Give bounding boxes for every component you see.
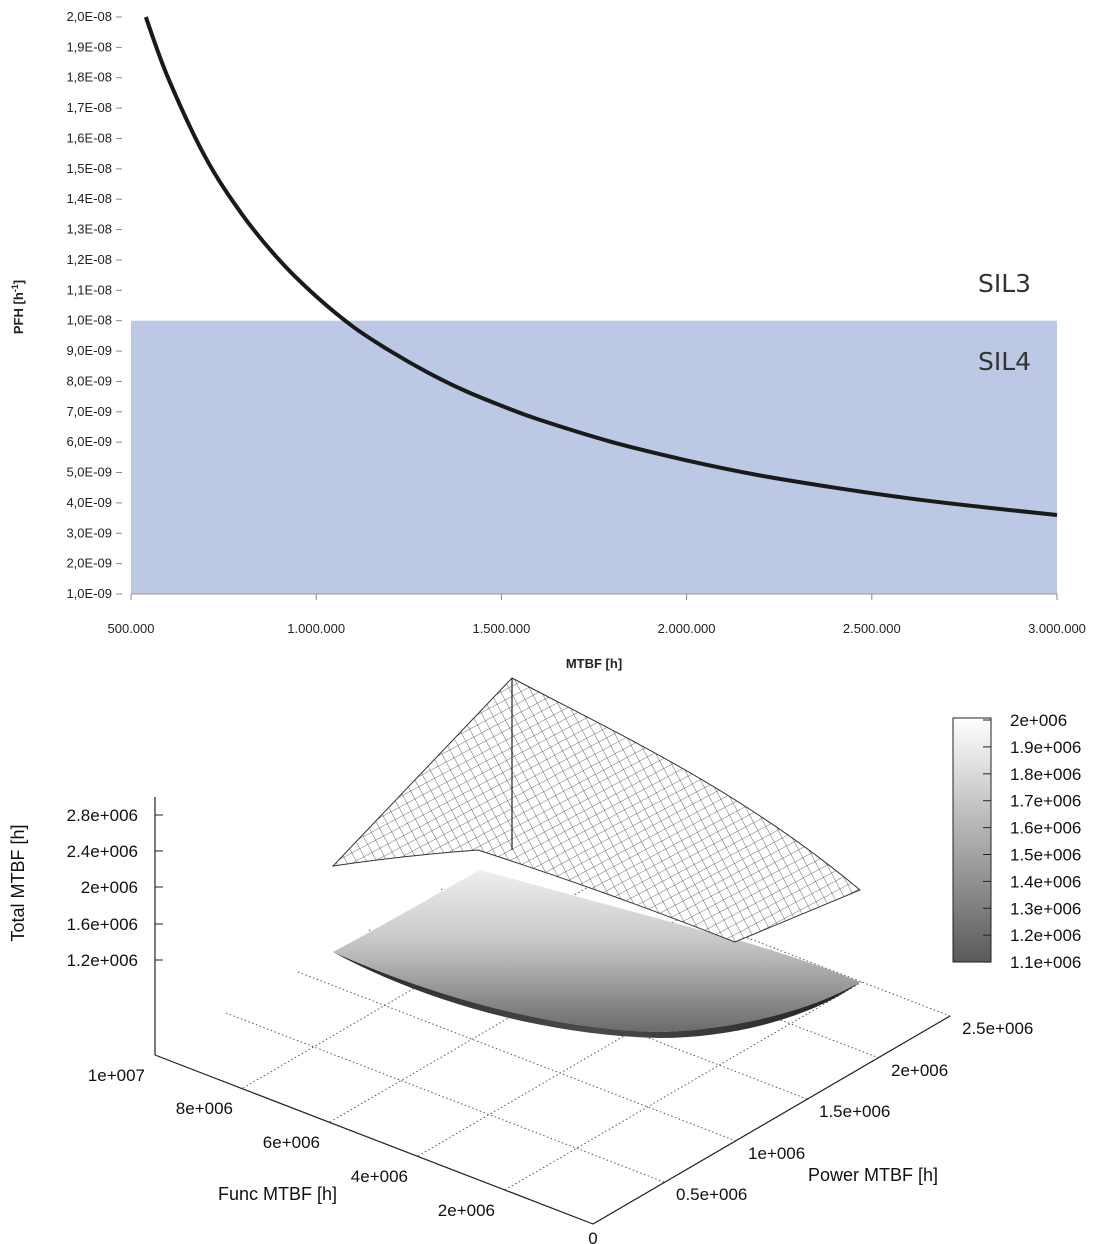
- power-axis-label: Power MTBF [h]: [808, 1165, 938, 1185]
- colorbar-tick-label: 1.7e+006: [1010, 792, 1081, 811]
- power-tick-label: 2.5e+006: [962, 1019, 1033, 1038]
- z-tick-label: 2e+006: [81, 878, 138, 897]
- z-axis-label: Total MTBF [h]: [8, 824, 28, 941]
- func-tick-label: 2e+006: [438, 1201, 495, 1220]
- y-tick-label: 8,0E-09: [66, 373, 112, 388]
- colorbar-tick-label: 1.6e+006: [1010, 819, 1081, 838]
- sil3-annotation: SIL3: [978, 269, 1031, 298]
- x-tick-label: 500.000: [108, 621, 155, 636]
- func-axis-line: [154, 1054, 594, 1225]
- y-tick-label: 1,2E-08: [66, 252, 112, 267]
- func-axis-ticks: 1e+007 8e+006 6e+006 4e+006 2e+006: [88, 1066, 495, 1220]
- x-tick-label: 2.500.000: [843, 621, 901, 636]
- y-axis-label: PFH [h-1]: [10, 280, 26, 334]
- grid-line: [504, 981, 863, 1191]
- func-tick-label: 4e+006: [351, 1167, 408, 1186]
- y-tick-label: 3,0E-09: [66, 525, 112, 540]
- y-tick-label: 2,0E-08: [66, 9, 112, 24]
- colorbar-tick-label: 1.3e+006: [1010, 899, 1081, 918]
- wireframe-surface: [331, 677, 861, 943]
- x-tick-label: 3.000.000: [1028, 621, 1086, 636]
- z-tick-label: 2.8e+006: [67, 806, 138, 825]
- power-tick-label: 2e+006: [891, 1061, 948, 1080]
- y-tick-label: 1,0E-08: [66, 313, 112, 328]
- colorbar-tick-label: 1.9e+006: [1010, 738, 1081, 757]
- power-tick-label: 0.5e+006: [676, 1185, 747, 1204]
- y-axis-ticks: 1,0E-09 2,0E-09 3,0E-09 4,0E-09 5,0E-09 6,0E-…: [66, 9, 122, 601]
- y-tick-label: 6,0E-09: [66, 434, 112, 449]
- y-axis-label-sup: -1: [10, 284, 20, 292]
- y-tick-label: 1,0E-09: [66, 586, 112, 601]
- colorbar: [952, 717, 992, 963]
- shaded-surface-edge: [333, 952, 860, 1038]
- sil4-band: [131, 320, 1057, 594]
- y-tick-label: 1,4E-08: [66, 191, 112, 206]
- colorbar-tick-label: 1.5e+006: [1010, 846, 1081, 865]
- mtbf-surface-chart: 1.2e+006 1.6e+006 2e+006 2.4e+006 2.8e+006 1…: [8, 677, 1081, 1244]
- y-tick-label: 2,0E-09: [66, 556, 112, 571]
- x-axis-label: MTBF [h]: [566, 656, 622, 671]
- func-axis-label: Func MTBF [h]: [218, 1184, 337, 1204]
- x-tick-label: 2.000.000: [658, 621, 716, 636]
- y-tick-label: 9,0E-09: [66, 343, 112, 358]
- power-tick-label: 1e+006: [748, 1144, 805, 1163]
- y-tick-label: 5,0E-09: [66, 465, 112, 480]
- y-axis-label-close: ]: [11, 280, 26, 284]
- power-tick-label: 1.5e+006: [819, 1102, 890, 1121]
- x-axis-ticks: 500.000 1.000.000 1.500.000 2.000.000 2.500.…: [108, 594, 1086, 636]
- y-tick-label: 1,5E-08: [66, 161, 112, 176]
- colorbar-tick-label: 2e+006: [1010, 711, 1067, 730]
- func-tick-label: 6e+006: [263, 1133, 320, 1152]
- colorbar-ticks: 2e+006 1.9e+006 1.8e+006 1.7e+006 1.6e+006 1.…: [983, 711, 1081, 972]
- y-tick-label: 1,8E-08: [66, 70, 112, 85]
- y-tick-label: 1,9E-08: [66, 39, 112, 54]
- func-tick-label: 8e+006: [176, 1099, 233, 1118]
- pfh-series-line: [143, 16, 1058, 517]
- grid-line: [225, 1012, 665, 1183]
- func-tick-label: 1e+007: [88, 1066, 145, 1085]
- y-tick-label: 1,1E-08: [66, 282, 112, 297]
- y-tick-label: 4,0E-09: [66, 495, 112, 510]
- sil4-annotation: SIL4: [978, 347, 1031, 376]
- y-tick-label: 7,0E-09: [66, 404, 112, 419]
- power-axis-ticks: 0 0.5e+006 1e+006 1.5e+006 2e+006 2.5e+006: [588, 1019, 1033, 1244]
- colorbar-tick-label: 1.4e+006: [1010, 872, 1081, 891]
- y-tick-label: 1,6E-08: [66, 130, 112, 145]
- x-tick-label: 1.500.000: [472, 621, 530, 636]
- x-tick-label: 1.000.000: [287, 621, 345, 636]
- y-axis-label-main: PFH [h: [11, 292, 26, 334]
- pfh-chart: 1,0E-09 2,0E-09 3,0E-09 4,0E-09 5,0E-09 6,0E-…: [10, 9, 1086, 671]
- y-tick-label: 1,3E-08: [66, 222, 112, 237]
- shaded-surface: [333, 870, 860, 1032]
- colorbar-tick-label: 1.8e+006: [1010, 765, 1081, 784]
- z-axis-ticks: 1.2e+006 1.6e+006 2e+006 2.4e+006 2.8e+006: [67, 806, 163, 970]
- power-axis-line: [592, 1015, 951, 1225]
- colorbar-tick-label: 1.2e+006: [1010, 926, 1081, 945]
- y-tick-label: 1,7E-08: [66, 100, 112, 115]
- z-tick-label: 2.4e+006: [67, 842, 138, 861]
- z-tick-label: 1.2e+006: [67, 951, 138, 970]
- colorbar-tick-label: 1.1e+006: [1010, 953, 1081, 972]
- power-tick-label: 0: [588, 1229, 597, 1244]
- z-tick-label: 1.6e+006: [67, 915, 138, 934]
